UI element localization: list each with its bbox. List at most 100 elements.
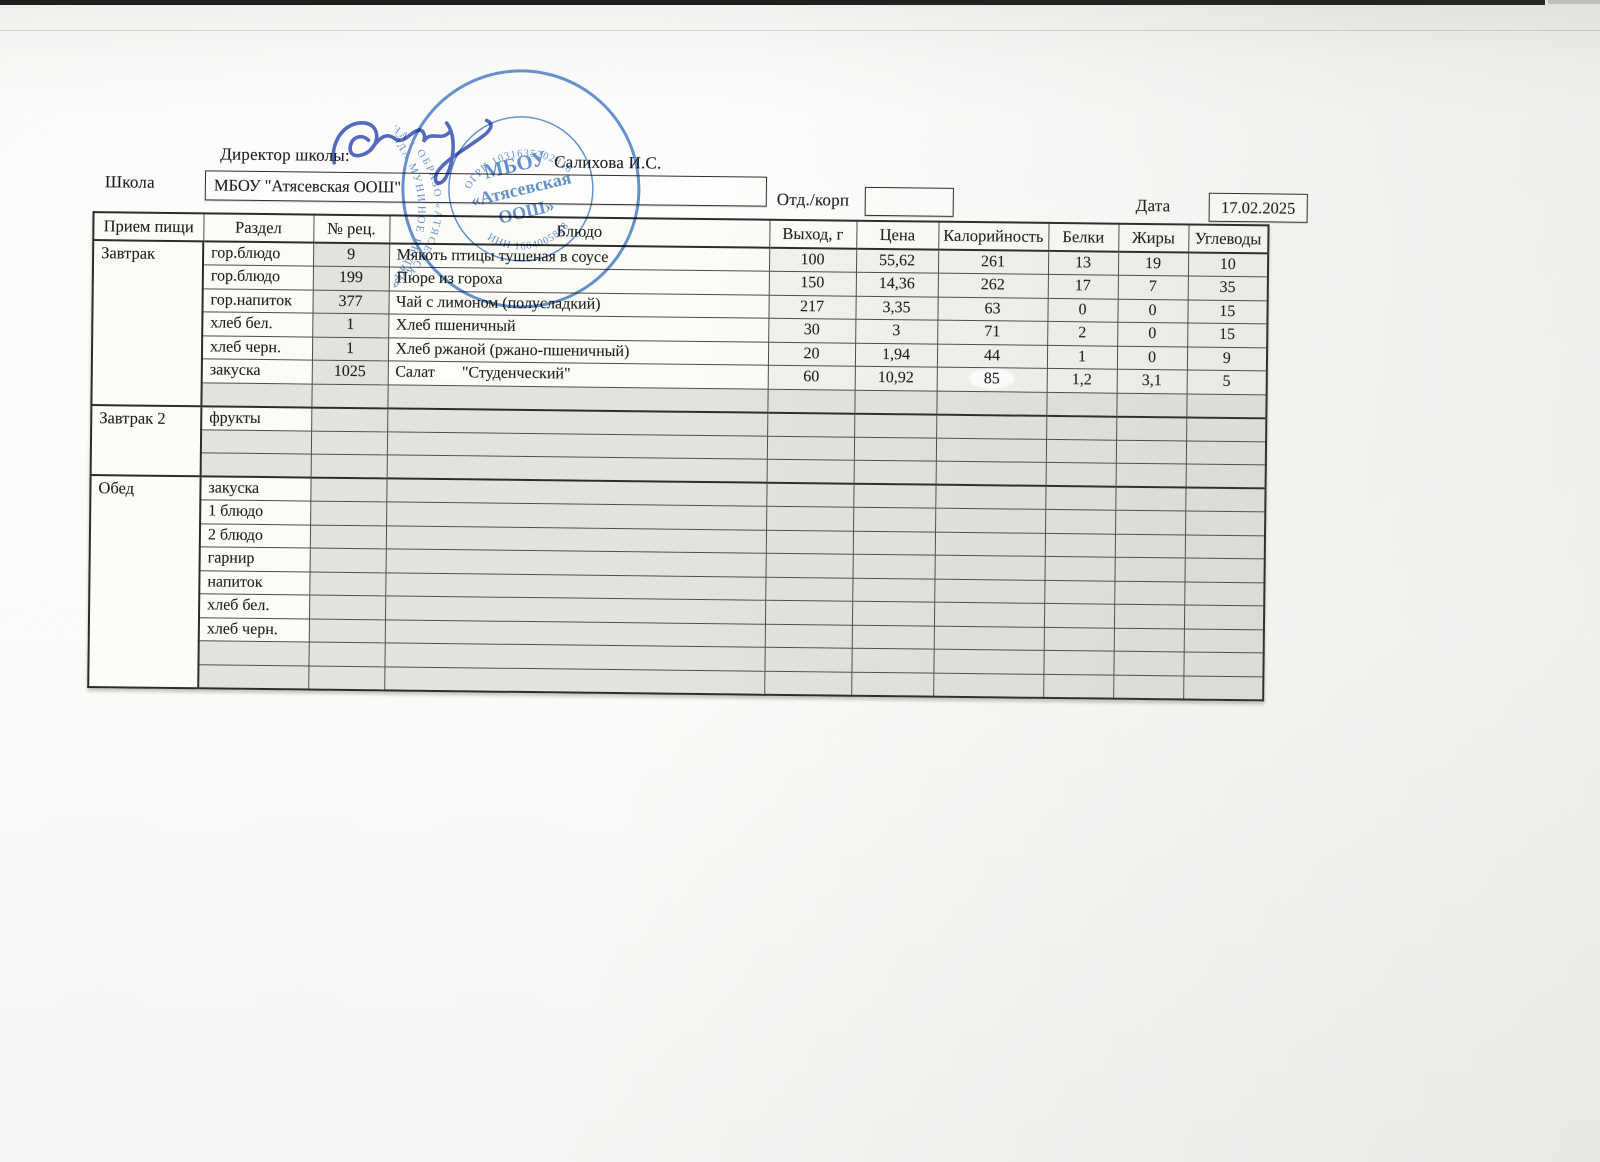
cell-fat [1113, 651, 1184, 676]
cell-rec [310, 454, 387, 479]
cell-razdel: гарнир [199, 546, 310, 572]
cell-price: 3,35 [855, 295, 938, 321]
cell-out [765, 553, 853, 578]
cell-prot [1046, 415, 1117, 440]
cell-rec [310, 430, 388, 455]
cell-razdel: закуска [200, 476, 311, 502]
cell-cal [934, 578, 1045, 604]
cell-fat: 0 [1117, 322, 1188, 347]
cell-out: 100 [768, 247, 857, 273]
cell-out: 217 [768, 294, 856, 320]
correction-patch: 85 [969, 369, 1014, 389]
cell-price [854, 413, 937, 438]
column-header: Выход, г [769, 219, 857, 249]
cell-rec [308, 618, 385, 643]
cell-carb: 10 [1187, 252, 1269, 277]
round-stamp-icon: НОЕ БЮДЖЕТНОЕ ОБЩЕОБРАЗОВАТЕЛЬНОЕ УЧРЕЖД… [393, 69, 641, 316]
column-header: Прием пищи [93, 212, 204, 242]
cell-prot [1043, 650, 1114, 675]
meal-cell: Обед [88, 475, 201, 688]
cell-rec [309, 571, 386, 596]
cell-carb: 35 [1187, 275, 1268, 301]
cell-prot: 17 [1047, 274, 1118, 299]
cell-prot: 13 [1047, 250, 1119, 276]
cell-cal [935, 484, 1046, 510]
cell-price: 1,94 [854, 342, 938, 368]
cell-carb [1186, 393, 1267, 418]
cell-razdel [200, 452, 311, 478]
cell-rec: 1 [311, 336, 389, 361]
cell-price: 3 [855, 319, 938, 344]
cell-rec [309, 548, 386, 573]
cell-prot [1045, 462, 1116, 487]
cell-fat [1115, 486, 1186, 511]
cell-carb: 9 [1186, 346, 1268, 371]
cell-cal [933, 672, 1044, 698]
cell-price [853, 507, 936, 532]
cell-razdel: хлеб бел. [199, 593, 310, 619]
cell-cal [935, 437, 1047, 463]
cell-rec: 1 [312, 313, 389, 338]
cell-fat [1114, 580, 1185, 605]
cell-cal: 85 [936, 367, 1047, 392]
column-header: № рец. [313, 214, 390, 244]
cell-out [765, 576, 853, 602]
cell-rec [310, 477, 387, 502]
cell-out: 60 [767, 365, 855, 390]
cell-cal [935, 461, 1046, 486]
cell-fat [1113, 627, 1184, 652]
cell-prot [1044, 556, 1115, 581]
cell-fat [1115, 510, 1186, 535]
cell-cal [933, 625, 1044, 651]
cell-out [764, 647, 852, 672]
meal-cell: Завтрак 2 [90, 404, 202, 477]
cell-carb: 5 [1186, 369, 1267, 395]
cell-out [764, 600, 853, 625]
cell-carb [1185, 463, 1266, 489]
cell-razdel: хлеб черн. [198, 617, 310, 643]
cell-prot [1044, 579, 1115, 605]
cell-razdel: хлеб бел. [202, 311, 313, 337]
cell-cal [933, 649, 1044, 674]
cell-price: 55,62 [855, 248, 939, 274]
cell-out [764, 670, 852, 696]
cell-fat: 0 [1116, 345, 1188, 370]
cell-price [854, 389, 937, 415]
cell-fat [1115, 439, 1187, 464]
cell-out [765, 529, 854, 555]
cell-carb [1183, 628, 1264, 653]
cell-razdel [198, 664, 309, 690]
cell-razdel: закуска [201, 358, 312, 384]
cell-out: 20 [767, 341, 856, 367]
cell-razdel [198, 640, 309, 666]
date-label: Дата [1135, 195, 1171, 216]
cell-razdel [200, 429, 312, 455]
cell-rec: 1025 [311, 360, 388, 385]
cell-price [851, 601, 935, 626]
cell-fat [1116, 392, 1187, 417]
dept-label: Отд./корп [776, 189, 850, 210]
cell-rec [311, 407, 388, 432]
cell-price [851, 671, 934, 697]
scanner-edge-strip [0, 0, 1545, 5]
cell-price [853, 483, 936, 509]
cell-price [853, 436, 937, 462]
cell-carb [1185, 440, 1267, 465]
cell-carb [1183, 604, 1265, 630]
cell-fat [1115, 463, 1186, 488]
svg-text:ИНН 1604005868: ИНН 1604005868 [484, 219, 574, 259]
cell-prot [1045, 485, 1116, 511]
cell-carb [1183, 675, 1264, 700]
cell-cal: 71 [937, 320, 1048, 345]
school-label: Школа [104, 172, 155, 192]
cell-prot: 2 [1047, 321, 1118, 346]
cell-rec: 199 [312, 266, 389, 291]
cell-carb [1185, 510, 1266, 536]
cell-razdel: фрукты [201, 405, 312, 431]
cell-rec: 9 [313, 242, 390, 267]
cell-carb [1184, 534, 1266, 559]
cell-prot [1043, 673, 1114, 699]
cell-prot [1045, 509, 1116, 534]
